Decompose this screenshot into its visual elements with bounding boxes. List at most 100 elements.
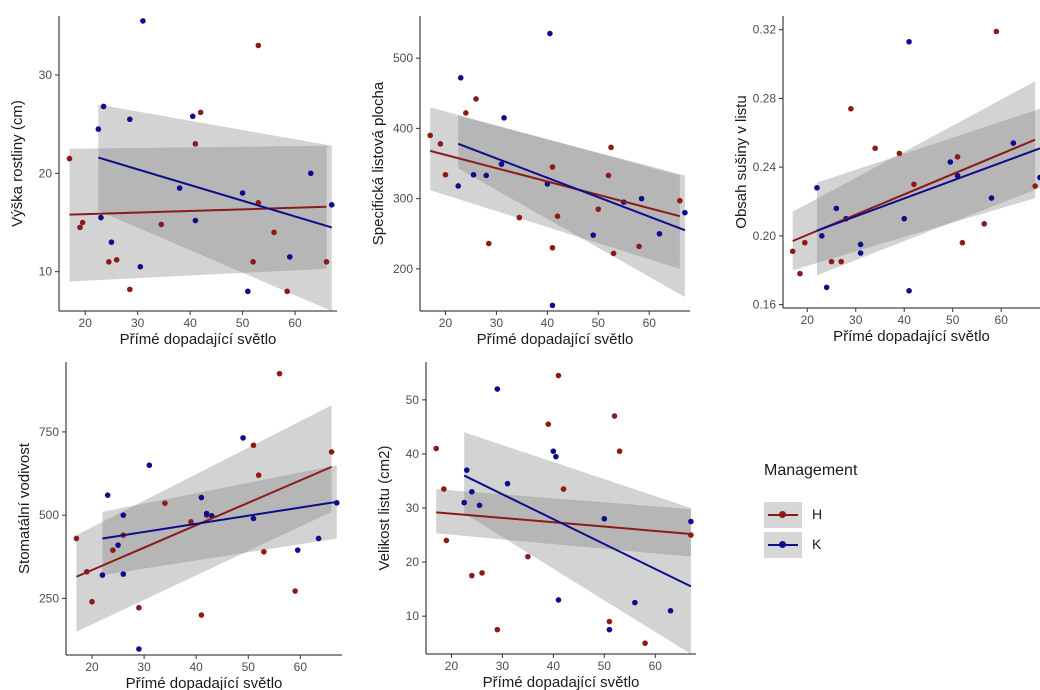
x-tick-label: 60 [995, 313, 1009, 327]
y-tick-label: 0.32 [753, 23, 777, 37]
legend-dot-k [779, 541, 786, 548]
y-axis-label: Výška rostliny (cm) [9, 100, 26, 227]
point-h-11 [959, 239, 966, 246]
point-k-11 [947, 159, 954, 165]
point-k-9 [906, 288, 912, 294]
point-h-2 [77, 224, 83, 231]
y-tick-label: 0.20 [753, 229, 777, 243]
fit-line-k [98, 156, 333, 229]
fit-line-k [102, 500, 337, 540]
x-tick-label: 40 [183, 316, 197, 330]
x-tick-label: 40 [541, 316, 555, 330]
x-tick-label: 20 [445, 659, 459, 673]
point-k-5 [498, 161, 505, 168]
point-h-5 [838, 258, 844, 265]
point-h-4 [106, 259, 112, 265]
point-h-4 [463, 110, 469, 116]
legend: Management H K [762, 462, 902, 582]
y-tick-label: 0.16 [753, 298, 777, 312]
point-k-4 [476, 502, 483, 509]
legend-label-k: K [812, 536, 822, 552]
x-tick-label: 20 [439, 316, 453, 330]
x-axis-label: Přímé dopadající světlo [833, 328, 990, 345]
y-tick-label: 750 [39, 425, 59, 439]
point-h-2 [797, 270, 803, 277]
point-k-7 [140, 18, 146, 24]
x-tick-label: 60 [294, 660, 308, 674]
point-h-14 [642, 640, 648, 646]
point-k-11 [239, 190, 246, 196]
point-k-10 [906, 38, 912, 45]
point-h-14 [284, 288, 290, 295]
point-h-15 [323, 259, 330, 265]
point-h-14 [610, 250, 617, 257]
point-k-2 [463, 467, 470, 473]
y-tick-label: 20 [406, 555, 420, 569]
point-h-15 [292, 588, 298, 594]
point-h-9 [549, 244, 556, 251]
point-h-11 [606, 618, 613, 625]
point-h-6 [494, 626, 501, 633]
point-h-10 [250, 259, 256, 265]
point-k-6 [504, 480, 511, 487]
point-h-12 [981, 221, 988, 227]
point-k-10 [601, 516, 608, 522]
point-h-12 [605, 172, 612, 179]
point-k-6 [136, 646, 142, 652]
ci-band-k [458, 115, 685, 297]
point-k-12 [954, 172, 961, 179]
ci-band-k [98, 104, 332, 311]
point-h-4 [828, 258, 835, 265]
fit-line-k [816, 147, 1040, 232]
point-k-2 [457, 75, 464, 81]
point-k-3 [115, 542, 121, 548]
point-h-7 [162, 500, 168, 506]
point-k-8 [547, 30, 553, 37]
point-k-4 [833, 205, 840, 212]
point-h-13 [261, 548, 267, 555]
ci-band-k [464, 432, 691, 654]
x-tick-label: 50 [592, 316, 606, 330]
point-h-9 [197, 109, 204, 116]
point-h-8 [188, 519, 194, 525]
point-h-3 [442, 171, 449, 178]
point-k-4 [120, 571, 127, 577]
point-h-8 [192, 141, 199, 147]
x-tick-label: 60 [649, 659, 663, 673]
point-h-6 [136, 604, 142, 611]
point-k-14 [307, 170, 314, 177]
point-k-9 [189, 113, 196, 120]
point-h-5 [479, 570, 485, 576]
point-k-9 [549, 302, 556, 309]
y-tick-label: 10 [406, 609, 420, 623]
point-k-5 [127, 116, 133, 123]
point-k-9 [555, 597, 562, 603]
point-h-13 [616, 448, 623, 455]
point-h-2 [441, 486, 447, 492]
point-h-6 [485, 240, 492, 247]
fit-line-h [429, 149, 681, 218]
y-tick-label: 30 [39, 68, 53, 82]
point-k-10 [590, 232, 597, 238]
point-h-13 [608, 144, 614, 151]
point-k-13 [294, 547, 301, 553]
point-k-7 [146, 462, 153, 469]
point-h-3 [89, 598, 95, 605]
point-k-14 [1010, 140, 1017, 146]
point-k-15 [1037, 174, 1040, 181]
point-k-13 [988, 195, 995, 201]
chart-panel-4: 20 30 40 50 60 250 500 750 Přímé dopadající svět… [16, 362, 342, 690]
x-tick-label: 40 [190, 660, 204, 674]
point-k-14 [688, 518, 694, 525]
y-tick-label: 200 [393, 262, 413, 276]
point-k-5 [120, 512, 127, 518]
point-k-2 [818, 233, 825, 239]
point-k-5 [494, 386, 501, 392]
point-h-10 [954, 154, 961, 160]
point-h-11 [595, 206, 602, 212]
point-k-1 [95, 126, 102, 132]
x-tick-label: 50 [236, 316, 250, 330]
point-h-9 [911, 181, 917, 188]
